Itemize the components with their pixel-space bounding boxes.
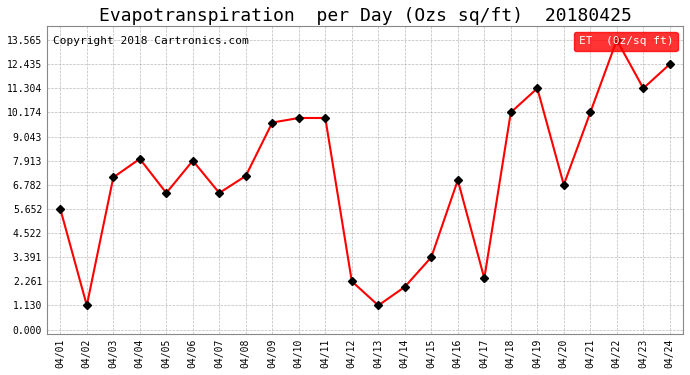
ET  (0z/sq ft) — [586, 110, 595, 115]
ET  (0z/sq ft) — [506, 110, 515, 115]
ET  (0z/sq ft) — [241, 174, 250, 178]
ET  (0z/sq ft) — [268, 120, 277, 125]
Title: Evapotranspiration  per Day (Ozs sq/ft)  20180425: Evapotranspiration per Day (Ozs sq/ft) 2… — [99, 7, 631, 25]
ET  (0z/sq ft) — [480, 276, 489, 280]
ET  (0z/sq ft) — [401, 285, 409, 289]
ET  (0z/sq ft) — [613, 38, 621, 42]
ET  (0z/sq ft) — [136, 157, 144, 161]
ET  (0z/sq ft) — [188, 158, 197, 163]
ET  (0z/sq ft) — [321, 116, 329, 120]
ET  (0z/sq ft) — [533, 86, 542, 90]
ET  (0z/sq ft) — [348, 279, 356, 284]
Line: ET  (0z/sq ft): ET (0z/sq ft) — [57, 37, 673, 308]
ET  (0z/sq ft) — [560, 183, 568, 187]
Text: Copyright 2018 Cartronics.com: Copyright 2018 Cartronics.com — [53, 36, 249, 46]
ET  (0z/sq ft) — [162, 191, 170, 195]
ET  (0z/sq ft) — [639, 86, 647, 90]
Legend: ET  (0z/sq ft): ET (0z/sq ft) — [574, 32, 678, 51]
ET  (0z/sq ft) — [295, 116, 303, 120]
ET  (0z/sq ft) — [83, 303, 91, 307]
ET  (0z/sq ft) — [666, 62, 674, 66]
ET  (0z/sq ft) — [374, 303, 382, 307]
ET  (0z/sq ft) — [215, 191, 224, 195]
ET  (0z/sq ft) — [56, 207, 64, 211]
ET  (0z/sq ft) — [427, 255, 435, 260]
ET  (0z/sq ft) — [109, 175, 117, 180]
ET  (0z/sq ft) — [453, 178, 462, 182]
